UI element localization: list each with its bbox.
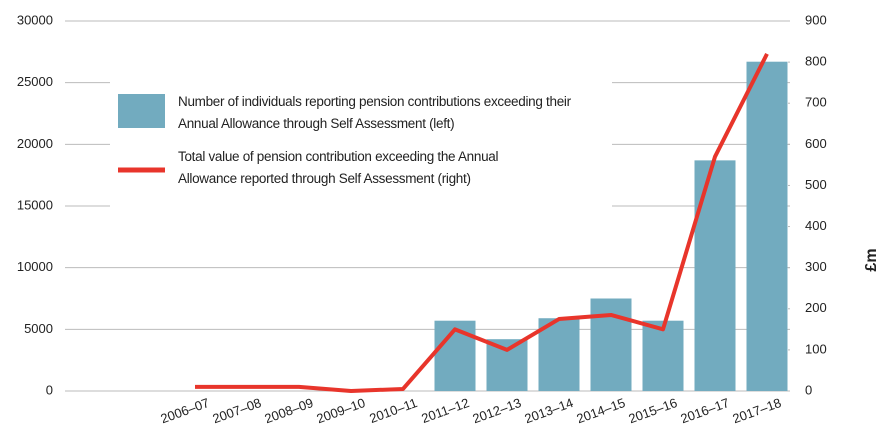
y2-tick-label: 600 bbox=[805, 136, 827, 151]
legend-label-box: Total value of pension contribution exce… bbox=[178, 149, 499, 186]
y-tick-label: 0 bbox=[46, 382, 53, 397]
x-tick-label: 2017–18 bbox=[730, 395, 783, 426]
y2-tick-label: 0 bbox=[805, 382, 812, 397]
y2-tick-label: 800 bbox=[805, 54, 827, 69]
line bbox=[195, 52, 769, 393]
y2-tick-label: 400 bbox=[805, 218, 827, 233]
legend-label: Total value of pension contribution exce… bbox=[178, 149, 499, 186]
y-tick-label: 10000 bbox=[17, 259, 53, 274]
x-tick-label: 2008–09 bbox=[262, 395, 315, 426]
x-tick-label: 2011–12 bbox=[419, 395, 471, 426]
x-tick-label: 2016–17 bbox=[678, 395, 731, 426]
y2-tick-label: 300 bbox=[805, 259, 827, 274]
bar bbox=[642, 320, 684, 391]
bar bbox=[590, 298, 632, 391]
x-tick-label: 2012–13 bbox=[470, 395, 523, 426]
y-tick-label: 30000 bbox=[17, 12, 53, 27]
y2-tick-label: 100 bbox=[805, 341, 827, 356]
x-tick-label: 2013–14 bbox=[522, 395, 575, 426]
x-tick-label: 2006–07 bbox=[158, 395, 211, 426]
bar bbox=[434, 320, 476, 391]
x-tick-label: 2015–16 bbox=[626, 395, 679, 426]
x-tick-label: 2010–11 bbox=[367, 395, 419, 426]
y2-tick-label: 700 bbox=[805, 95, 827, 110]
legend-label: Number of individuals reporting pension … bbox=[178, 94, 571, 131]
y2-tick-label: 500 bbox=[805, 177, 827, 192]
y2-tick-label: 200 bbox=[805, 300, 827, 315]
bar bbox=[486, 339, 528, 391]
y-tick-label: 20000 bbox=[17, 136, 53, 151]
legend-box bbox=[110, 63, 612, 225]
y-tick-label: 5000 bbox=[24, 321, 53, 336]
y2-tick-label: 900 bbox=[805, 12, 827, 27]
y-tick-label: 25000 bbox=[17, 74, 53, 89]
bar bbox=[694, 160, 736, 391]
bar bbox=[746, 61, 788, 391]
y2-axis-label: £m bbox=[863, 248, 880, 271]
legend-swatch bbox=[118, 94, 165, 128]
legend-label-box: Number of individuals reporting pension … bbox=[178, 94, 571, 131]
bar bbox=[538, 318, 580, 391]
x-tick-label: 2009–10 bbox=[314, 395, 367, 426]
x-tick-label: 2014–15 bbox=[574, 395, 627, 426]
x-tick-label: 2007–08 bbox=[210, 395, 263, 426]
y-tick-label: 15000 bbox=[17, 197, 53, 212]
